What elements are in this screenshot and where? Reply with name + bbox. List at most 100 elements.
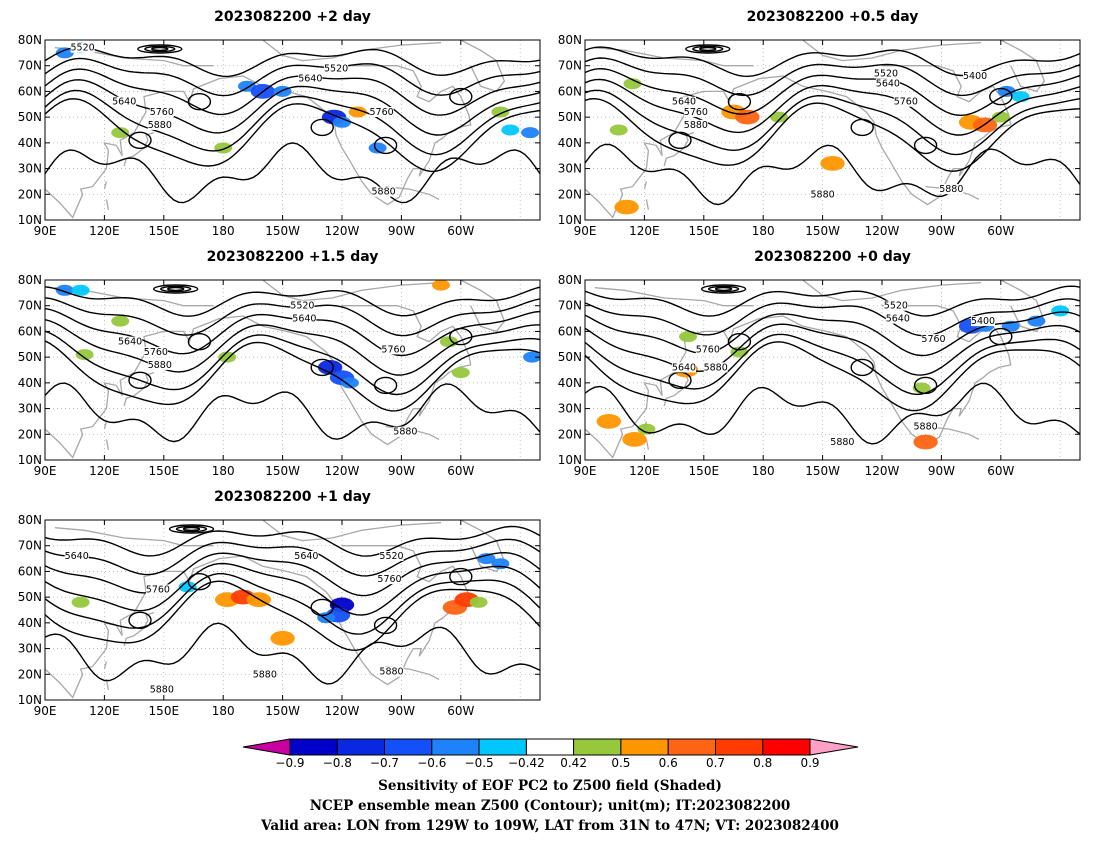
lon-tick-label: 120E	[629, 224, 660, 238]
shading-cell	[333, 116, 351, 128]
shading-cell	[770, 111, 788, 123]
lon-tick-label: 90E	[574, 464, 597, 478]
contour-line	[45, 382, 540, 443]
contour-label: 5640	[65, 551, 89, 562]
shading-cell	[75, 349, 94, 361]
contour-line	[45, 46, 540, 78]
contour-label: 5880	[372, 187, 396, 198]
contour-label: 5520	[71, 43, 95, 54]
contour-line	[585, 78, 1080, 136]
lon-tick-label: 150W	[265, 224, 300, 238]
contour-line	[585, 323, 1080, 376]
contour-line	[45, 551, 540, 597]
colorbar-right-arrow	[809, 738, 859, 756]
closed-contour	[449, 567, 473, 586]
lat-tick-label: 30N	[18, 402, 42, 416]
contour-line	[45, 142, 540, 204]
contour-label: 5880	[150, 685, 174, 696]
shading-cell	[111, 315, 130, 327]
closed-contour	[128, 611, 152, 629]
lon-tick-label: 150W	[265, 704, 300, 718]
contour-label: 5760	[684, 107, 708, 118]
lat-tick-label: 80N	[18, 273, 42, 287]
contour-line	[45, 68, 540, 116]
shading-cell	[71, 596, 90, 608]
coastline	[594, 47, 754, 67]
axis-ticks: 10N 20N 30N 40N 50N 60N 70N 80N 90E 120E 150E 180 15…	[18, 513, 540, 718]
lat-tick-label: 70N	[558, 299, 582, 313]
lat-tick-label: 80N	[18, 513, 42, 527]
lat-tick-label: 10N	[18, 693, 42, 707]
z500-contours	[585, 284, 1080, 445]
axis-ticks: 10N 20N 30N 40N 50N 60N 70N 80N 90E 120E 150E 180 15…	[558, 273, 1080, 478]
lat-tick-label: 30N	[558, 402, 582, 416]
lon-tick-label: 120E	[89, 704, 120, 718]
contour-line	[585, 298, 1080, 337]
colorbar-tick-label: 0.8	[753, 756, 772, 770]
contour-label: 5760	[370, 107, 394, 118]
lon-tick-label: 150E	[689, 224, 720, 238]
closed-contour	[668, 131, 692, 150]
closed-contour	[714, 286, 733, 292]
contour-line	[585, 341, 1080, 412]
shading-cell	[439, 336, 458, 348]
map-frame	[584, 39, 1081, 221]
lon-tick-label: 90W	[388, 464, 415, 478]
colorbar-box	[573, 738, 622, 756]
closed-contour	[700, 284, 747, 294]
closed-contour	[989, 327, 1013, 346]
lat-tick-label: 20N	[558, 187, 582, 201]
panel-title: 2023082200 +0 day	[754, 249, 911, 265]
axis-ticks: 10N 20N 30N 40N 50N 60N 70N 80N 90E 120E 150E 180 15…	[18, 273, 540, 478]
z500-contours	[45, 284, 540, 443]
map-panel-1: 5520552056405640576058805760588010N20N30…	[18, 9, 541, 238]
lat-tick-label: 50N	[18, 350, 42, 364]
closed-contour	[727, 333, 752, 351]
lon-tick-label: 120W	[325, 224, 360, 238]
colorbar-tick-label: 0.42	[560, 756, 587, 770]
lat-tick-label: 40N	[558, 136, 582, 150]
lon-tick-label: 90E	[34, 704, 57, 718]
lat-tick-label: 50N	[558, 350, 582, 364]
shading-cell	[432, 280, 450, 291]
shading-cell	[820, 156, 845, 171]
lon-tick-label: 120E	[89, 464, 120, 478]
contour-label: 5640	[886, 314, 910, 325]
contour-label: 5760	[894, 97, 918, 108]
contour-line	[45, 89, 540, 156]
colorbar: −0.9 −0.8 −0.7 −0.6 −0.5 −0.42 0.42 0.5 0.6 0.7 0.…	[242, 738, 859, 770]
colorbar-box	[289, 738, 338, 756]
contour-label: 5760	[144, 347, 168, 358]
lon-tick-label: 120E	[89, 224, 120, 238]
contour-label: 5400	[971, 316, 995, 327]
colorbar-tick-label: 0.7	[706, 756, 725, 770]
lat-tick-label: 80N	[558, 273, 582, 287]
caption-line-1: Sensitivity of EOF PC2 to Z500 field (Sh…	[378, 778, 722, 794]
colorbar-box	[620, 738, 669, 756]
contour-label: 5880	[148, 360, 172, 371]
colorbar-left-arrow	[242, 738, 291, 756]
contour-label: 5640	[294, 551, 318, 562]
lon-tick-label: 60W	[987, 224, 1014, 238]
contour-label: 5760	[146, 584, 170, 595]
contour-label: 5880	[830, 437, 854, 448]
closed-contour	[128, 131, 152, 150]
lat-tick-label: 60N	[18, 324, 42, 338]
closed-contour	[137, 44, 183, 54]
closed-contour	[151, 46, 169, 52]
lon-tick-label: 90W	[388, 224, 415, 238]
contour-line	[585, 67, 1080, 117]
lat-tick-label: 20N	[18, 667, 42, 681]
colorbar-tick-label: −0.7	[370, 756, 399, 770]
lon-tick-label: 120W	[865, 224, 900, 238]
contour-label: 5640	[876, 79, 900, 90]
coastline	[54, 527, 214, 547]
lat-tick-label: 30N	[558, 162, 582, 176]
coastline	[105, 199, 110, 210]
shading-cell	[340, 377, 359, 389]
shading-cell	[111, 127, 130, 139]
lon-tick-label: 120W	[865, 464, 900, 478]
shading-cell	[317, 612, 336, 624]
contour-line	[585, 143, 1080, 206]
closed-contour	[182, 526, 201, 532]
